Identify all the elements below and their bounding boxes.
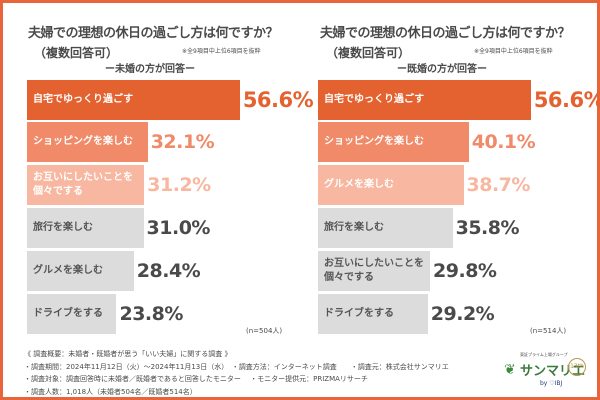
bar-value: 38.7% — [466, 174, 531, 196]
sample-size: (n=504人) — [246, 327, 283, 335]
bar: グルメを楽しむ 28.4% — [27, 251, 201, 291]
bar: ドライブをする 23.8% — [27, 294, 183, 334]
bar-value: 40.1% — [471, 131, 536, 153]
bar: ドライブをする 29.2% — [318, 294, 495, 334]
chart-note: ※全9項目中上位6項目を抜粋 — [474, 48, 553, 55]
bar-value: 32.1% — [150, 131, 215, 153]
chart-title: 夫婦での理想の休日の過ごし方は何ですか？ — [28, 26, 279, 41]
sanmarie-logo: ❦ 東証プライム上場グループ サンマリエ by ♡IBJ 13th — [500, 350, 590, 392]
chart-note: ※全9項目中上位6項目を抜粋 — [182, 48, 261, 55]
anniversary-badge: 13th — [568, 358, 586, 376]
bar-label: ショッピングを楽しむ — [33, 136, 133, 147]
bar-value: 23.8% — [119, 303, 183, 325]
chart-married: 夫婦での理想の休日の過ごし方は何ですか？ （複数回答可） ※全9項目中上位6項目… — [292, 0, 600, 345]
chart-subtitle: （複数回答可） — [326, 46, 411, 60]
bar-value: 29.8% — [433, 260, 497, 282]
logo-by: by ♡IBJ — [540, 380, 563, 387]
footer-line: ・調査期間：2024年11月12日（火）～2024年11月13日（水） ・調査方… — [24, 362, 449, 371]
bar: 旅行を楽しむ 31.0% — [27, 208, 210, 248]
bar-value: 28.4% — [136, 260, 201, 282]
bar-value: 31.0% — [146, 217, 211, 239]
logo-tagline: 東証プライム上場グループ — [520, 352, 568, 357]
bar-label: ショッピングを楽しむ — [324, 136, 424, 147]
chart-subtitle: （複数回答可） — [34, 46, 119, 60]
bar: 自宅でゆっくり過ごす 56.6% — [27, 80, 314, 120]
leaf-icon: ❦ — [504, 362, 516, 378]
footer-line: 《 調査概要：未婚者・既婚者が思う「いい夫婦」に関する調査 》 — [24, 350, 232, 358]
bar: ショッピングを楽しむ 40.1% — [318, 122, 536, 162]
bar-value: 35.8% — [455, 217, 520, 239]
bar-label: 旅行を楽しむ — [33, 222, 93, 233]
bar-value: 29.2% — [430, 303, 495, 325]
bar-label: グルメを楽しむ — [33, 265, 103, 276]
respondent-group: ー既婚の方が回答ー — [397, 64, 487, 75]
bar-value: 56.6% — [242, 88, 314, 112]
bar-label: 自宅でゆっくり過ごす — [324, 94, 425, 105]
survey-summary: 《 調査概要：未婚者・既婚者が思う「いい夫婦」に関する調査 》 ・調査期間：20… — [24, 348, 449, 398]
bar-label: お互いにしたいことを 個々でする — [33, 172, 133, 197]
chart-title: 夫婦での理想の休日の過ごし方は何ですか？ — [320, 26, 571, 41]
bar-label: 自宅でゆっくり過ごす — [33, 94, 134, 105]
bar: グルメを楽しむ 38.7% — [318, 165, 530, 205]
respondent-group: ー未婚の方が回答ー — [105, 64, 195, 75]
bar: 自宅でゆっくり過ごす 56.6% — [318, 80, 600, 120]
bar-label: お互いにしたいことを 個々でする — [324, 258, 424, 283]
bar-label: ドライブをする — [33, 308, 103, 319]
bar-label: 旅行を楽しむ — [324, 222, 384, 233]
bar-label: ドライブをする — [324, 308, 394, 319]
sample-size: (n=514人) — [530, 327, 567, 335]
bar: お互いにしたいことを 個々でする 31.2% — [27, 165, 211, 205]
chart-unmarried: 夫婦での理想の休日の過ごし方は何ですか？ （複数回答可） ※全9項目中上位6項目… — [0, 0, 314, 345]
footer-line: ・調査対象：調査回答時に未婚者／既婚者であると回答したモニター ・モニター提供元… — [24, 375, 368, 383]
footer-line: ・調査人数：1,018人（未婚者504名／既婚者514名） — [24, 387, 197, 396]
bar-value: 56.6% — [533, 88, 600, 112]
bar: 旅行を楽しむ 35.8% — [318, 208, 520, 248]
bar: ショッピングを楽しむ 32.1% — [27, 122, 215, 162]
bar: お互いにしたいことを 個々でする 29.8% — [318, 251, 497, 291]
bar-label: グルメを楽しむ — [324, 179, 394, 190]
bar-value: 31.2% — [147, 174, 211, 196]
